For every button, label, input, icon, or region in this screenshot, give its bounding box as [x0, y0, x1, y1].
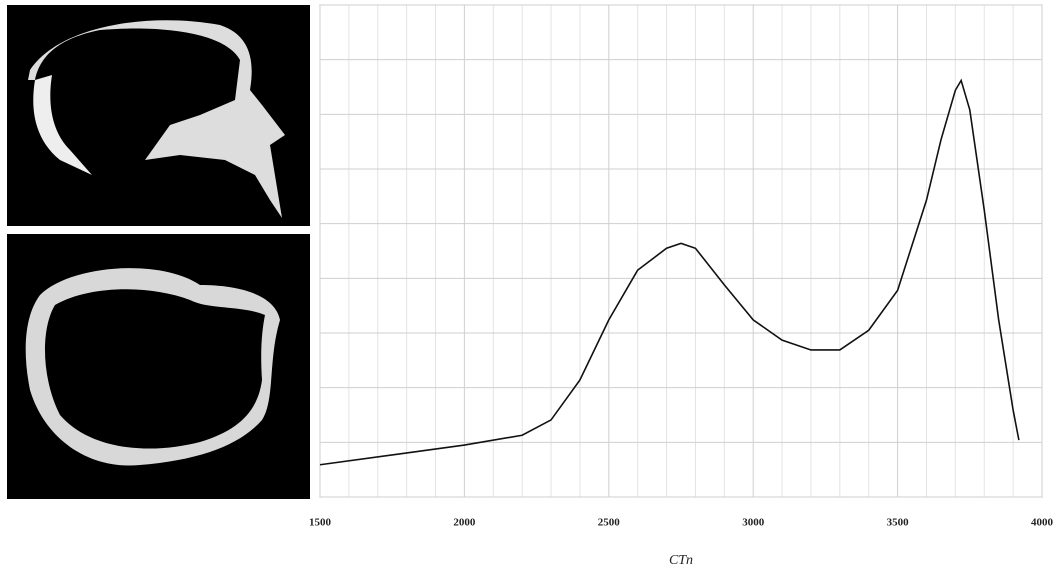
plot-area — [319, 4, 1043, 498]
x-tick-label: 3500 — [887, 517, 910, 529]
skull-frontal — [33, 75, 92, 175]
ct-images — [7, 5, 310, 499]
skull-sagittal — [28, 20, 285, 218]
grid: 1500 2000 2500 3000 3500 4000 — [309, 4, 1054, 529]
x-tick-label: 2000 — [453, 517, 476, 529]
x-tick-label: 4000 — [1031, 517, 1054, 529]
series-line — [319, 78, 1020, 466]
x-tick-label: 1500 — [309, 517, 332, 529]
plot — [319, 78, 1020, 466]
x-tick-label: 2500 — [598, 517, 621, 529]
x-tick-label: 3000 — [742, 517, 765, 529]
x-axis-label: CTn — [669, 553, 693, 568]
skull-axial — [25, 268, 281, 466]
